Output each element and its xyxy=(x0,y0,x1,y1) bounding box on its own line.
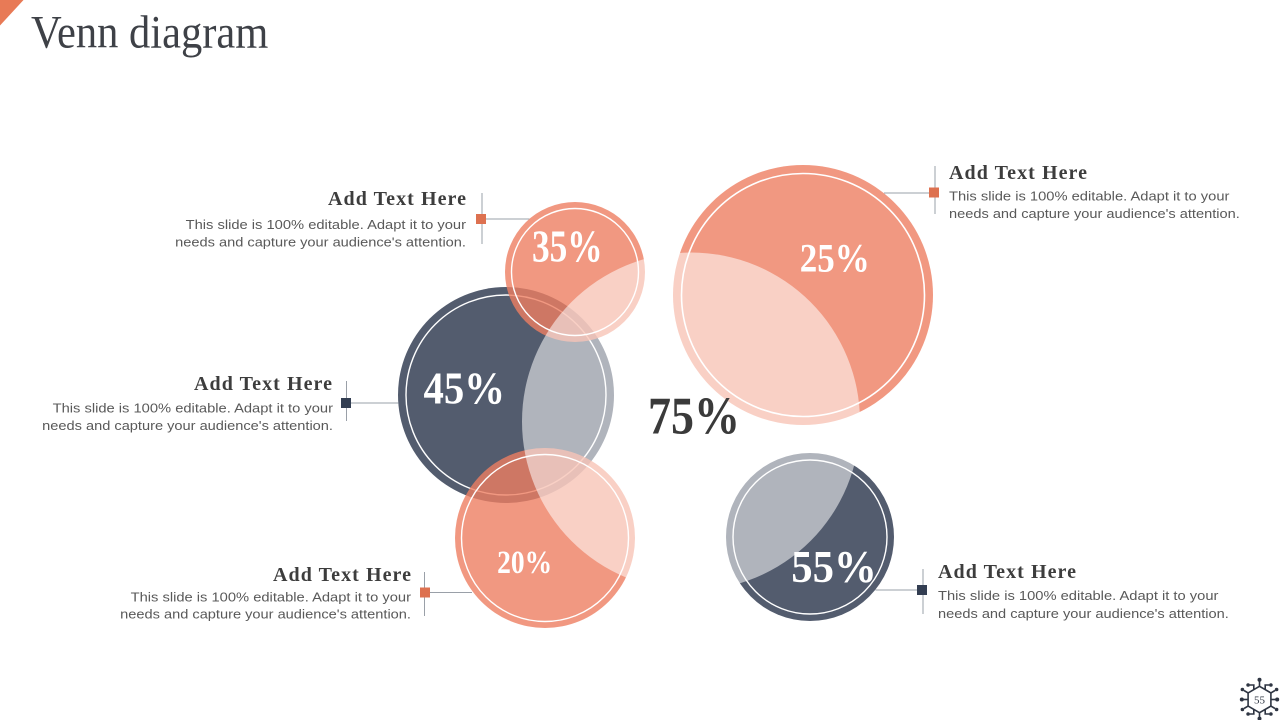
svg-text:Add Text Here: Add Text Here xyxy=(328,188,466,210)
svg-text:This slide is 100% editable. A: This slide is 100% editable. Adapt it to… xyxy=(186,217,467,232)
svg-text:This slide is 100% editable. A: This slide is 100% editable. Adapt it to… xyxy=(53,401,334,416)
svg-text:This slide is 100% editable. A: This slide is 100% editable. Adapt it to… xyxy=(949,189,1230,204)
svg-text:55%: 55% xyxy=(791,541,877,592)
svg-text:Add Text Here: Add Text Here xyxy=(273,564,411,586)
svg-text:This slide is 100% editable. A: This slide is 100% editable. Adapt it to… xyxy=(131,589,412,604)
svg-text:20%: 20% xyxy=(497,545,552,581)
svg-text:needs and capture your audienc: needs and capture your audience's attent… xyxy=(42,418,333,433)
svg-text:needs and capture your audienc: needs and capture your audience's attent… xyxy=(120,607,411,622)
svg-text:Add Text Here: Add Text Here xyxy=(949,162,1087,184)
svg-text:35%: 35% xyxy=(532,222,603,272)
svg-text:needs and capture your audienc: needs and capture your audience's attent… xyxy=(949,206,1240,221)
svg-text:Add Text Here: Add Text Here xyxy=(938,561,1076,583)
svg-text:Add Text Here: Add Text Here xyxy=(194,373,332,395)
svg-text:Venn diagram: Venn diagram xyxy=(31,7,268,59)
svg-text:45%: 45% xyxy=(424,363,506,414)
svg-text:25%: 25% xyxy=(800,236,870,281)
svg-text:55: 55 xyxy=(1254,695,1266,707)
svg-text:needs and capture your audienc: needs and capture your audience's attent… xyxy=(175,235,466,250)
svg-text:75%: 75% xyxy=(648,387,740,445)
svg-text:This slide is 100% editable. A: This slide is 100% editable. Adapt it to… xyxy=(938,588,1219,603)
svg-text:needs and capture your audienc: needs and capture your audience's attent… xyxy=(938,606,1229,621)
